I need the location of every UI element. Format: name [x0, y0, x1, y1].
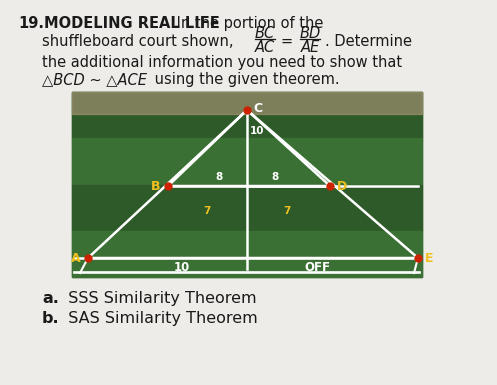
Text: B: B: [151, 179, 160, 192]
Bar: [72, 92, 422, 114]
Bar: [72, 92, 422, 138]
Text: 19.: 19.: [18, 16, 44, 31]
Text: In the portion of the: In the portion of the: [172, 16, 324, 31]
Text: 7: 7: [203, 206, 211, 216]
Text: C: C: [253, 102, 262, 114]
Text: 8: 8: [271, 172, 279, 182]
Bar: [72, 92, 422, 277]
Text: SSS Similarity Theorem: SSS Similarity Theorem: [58, 291, 256, 306]
Text: 7: 7: [283, 206, 291, 216]
Text: a.: a.: [42, 291, 59, 306]
Text: A: A: [72, 251, 81, 264]
Text: D: D: [337, 179, 347, 192]
Bar: [72, 138, 422, 184]
Bar: [72, 184, 422, 231]
Text: AC: AC: [255, 40, 275, 55]
Text: the additional information you need to show that: the additional information you need to s…: [42, 55, 402, 70]
Text: using the given theorem.: using the given theorem.: [150, 72, 339, 87]
Text: 10: 10: [250, 126, 264, 136]
Text: b.: b.: [42, 311, 60, 326]
Text: E: E: [425, 251, 433, 264]
Text: SAS Similarity Theorem: SAS Similarity Theorem: [58, 311, 258, 326]
Text: =: =: [280, 34, 292, 49]
Text: AE: AE: [300, 40, 320, 55]
Text: 10: 10: [174, 261, 190, 274]
Text: 8: 8: [215, 172, 223, 182]
Text: MODELING REAL LIFE: MODELING REAL LIFE: [44, 16, 220, 31]
Text: . Determine: . Determine: [325, 34, 412, 49]
Text: △BCD ∼ △ACE: △BCD ∼ △ACE: [42, 72, 147, 87]
Text: BC: BC: [255, 26, 275, 41]
Text: OFF: OFF: [304, 261, 330, 274]
Text: shuffleboard court shown,: shuffleboard court shown,: [42, 34, 234, 49]
Text: BD: BD: [299, 26, 321, 41]
Bar: [72, 231, 422, 277]
